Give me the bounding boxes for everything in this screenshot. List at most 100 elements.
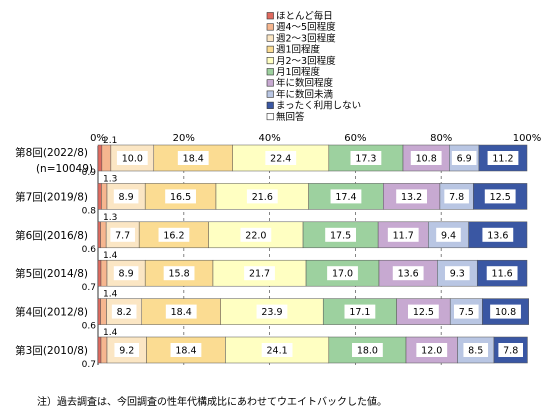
data-label-bg <box>416 343 448 357</box>
data-label-bg <box>240 227 272 242</box>
data-label-bg <box>407 304 439 319</box>
data-label-bg <box>114 343 140 357</box>
category-label: 第4回(2012/8) <box>15 306 88 319</box>
bar-segment <box>97 144 103 172</box>
data-label: 7.8 <box>503 346 518 357</box>
data-label: 17.5 <box>330 230 351 241</box>
data-label: 8.2 <box>117 307 132 318</box>
grid-lines <box>97 146 442 365</box>
legend-swatch <box>266 113 274 121</box>
data-label-below: 0.7 <box>82 360 96 370</box>
data-label-bg <box>350 151 382 165</box>
legend-label: 月1回程度 <box>276 66 321 78</box>
bar-segment <box>220 298 324 325</box>
data-label: 9.4 <box>441 230 456 241</box>
data-label: 16.5 <box>170 192 191 203</box>
data-label-bg <box>451 151 477 165</box>
data-label: 15.8 <box>169 269 190 280</box>
data-label-bg <box>246 189 278 204</box>
legend-label: 月2～3回程度 <box>276 55 336 67</box>
data-label-above: 1.4 <box>103 290 118 300</box>
data-label: 13.2 <box>401 192 422 203</box>
bar-segment <box>100 298 107 325</box>
bar-segment <box>97 336 102 364</box>
data-label-bg <box>444 266 470 281</box>
data-label-bg <box>325 227 356 242</box>
x-tick-label: 40% <box>258 133 280 144</box>
category-label: 第7回(2019/8) <box>15 190 88 203</box>
data-label-bg <box>110 227 135 242</box>
legend-label: 週4～5回程度 <box>276 21 336 33</box>
data-label: 12.5 <box>490 192 511 203</box>
legend-swatch <box>266 56 274 65</box>
data-label: 12.0 <box>421 346 442 357</box>
data-label-bg <box>330 189 362 204</box>
legend-swatch <box>266 79 274 87</box>
data-label-bg <box>113 189 139 204</box>
data-label: 13.6 <box>398 269 419 280</box>
bar-segment <box>100 221 107 249</box>
data-label-below: 0.9 <box>82 168 97 178</box>
bar-segment <box>101 144 112 172</box>
data-label: 7.8 <box>449 192 464 203</box>
data-label-bg <box>410 151 442 165</box>
data-label-bg <box>113 266 139 281</box>
data-label: 7.5 <box>459 307 474 318</box>
bar-segment <box>97 298 101 325</box>
legend-swatch <box>266 68 274 76</box>
category-label: 第5回(2014/8) <box>15 267 88 280</box>
data-label: 18.0 <box>357 346 378 357</box>
data-label-bg <box>453 304 479 319</box>
data-label: 17.1 <box>349 307 370 318</box>
data-label: 17.4 <box>335 192 356 203</box>
data-label-below: 0.7 <box>82 283 96 293</box>
data-label-bg <box>265 151 297 165</box>
data-label: 18.4 <box>183 154 204 165</box>
data-label: 10.8 <box>495 307 516 318</box>
data-label-bg <box>116 151 148 165</box>
legend-label: ほとんど毎日 <box>276 10 333 22</box>
category-label: 第8回(2022/8) <box>15 146 88 159</box>
category-label: 第3回(2010/8) <box>15 344 88 357</box>
data-label: 9.3 <box>450 269 465 280</box>
data-label-bg <box>327 266 358 281</box>
data-label: 9.2 <box>119 346 134 357</box>
data-label-above: 1.3 <box>103 174 117 184</box>
legend-swatch <box>266 34 274 42</box>
bar-segment <box>97 221 101 249</box>
data-label-bg <box>436 227 461 242</box>
legend-swatch <box>266 12 274 20</box>
bar-segment <box>100 259 108 287</box>
x-tick-label: 60% <box>344 133 366 144</box>
data-label: 22.0 <box>245 230 266 241</box>
chart-footnote: 注）過去調査は、今回調査の性年代構成比にあわせてウエイトバックした値。 <box>37 395 387 408</box>
legend-label: まったく利用しない <box>276 100 361 112</box>
data-label-bg <box>387 227 419 242</box>
data-label: 7.7 <box>115 230 130 241</box>
data-label: 12.5 <box>413 307 434 318</box>
data-label-above: 1.4 <box>103 328 118 338</box>
data-label-bg <box>484 189 516 204</box>
data-label-bg <box>163 266 195 281</box>
data-label-above: 1.4 <box>103 251 118 261</box>
data-label-bg <box>396 189 427 204</box>
data-label-bg <box>344 304 376 319</box>
data-label: 21.6 <box>252 192 273 203</box>
data-label-bg <box>482 227 514 242</box>
data-label: 17.3 <box>355 154 376 165</box>
data-label-bg <box>486 266 518 281</box>
x-tick-label: 0% <box>90 133 106 144</box>
data-label-above: 2.1 <box>103 136 117 146</box>
data-label-bg <box>490 304 521 319</box>
data-label: 10.8 <box>416 154 437 165</box>
x-tick-label: 20% <box>173 133 195 144</box>
data-label: 10.0 <box>122 154 143 165</box>
x-tick-label: 100% <box>513 133 542 144</box>
data-label: 11.2 <box>492 154 513 165</box>
chart-legend: ほとんど毎日週4～5回程度週2～3回程度週1回程度月2～3回程度月1回程度年に数… <box>266 10 361 123</box>
data-label-bg <box>158 227 190 242</box>
data-label-bg <box>487 151 519 165</box>
data-label-above: 1.3 <box>103 213 117 223</box>
bars: 10.0 18.4 22.4 17.3 10.8 6.9 11.2 2.1 0.9 8.9 16.5… <box>82 136 529 370</box>
